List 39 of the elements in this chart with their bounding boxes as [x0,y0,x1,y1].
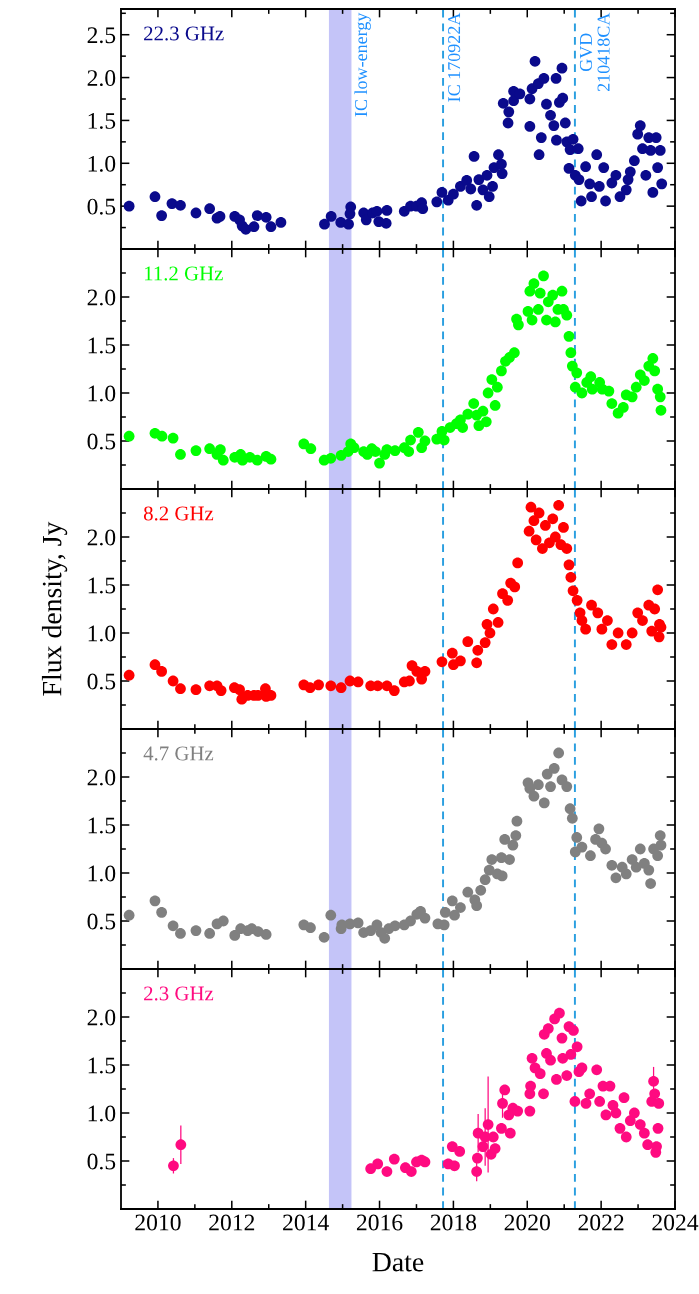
y-tick-label: 2.0 [87,289,116,306]
text: 4.7 GHz [143,746,214,761]
y-tick-label: 1.5 [88,337,116,354]
y-tick-label: 1.0 [88,385,116,402]
text: 11.2 GHz [144,266,223,281]
y-tick-label: 2.0 [87,1009,116,1026]
x-axis-title: Date [372,1253,424,1272]
y-tick-label: 2.0 [87,769,116,786]
band-label: IC low-energy [354,12,371,117]
y-tick-label: 1.0 [88,865,116,882]
text: 8.2 GHz [143,506,214,521]
y-axis-title: Flux density, Jy [41,521,68,696]
y-tick-label: 1.5 [88,1057,116,1074]
y-tick-label: 1.0 [88,625,116,642]
x-tick-label: 2014 [283,1214,329,1231]
y-tick-label: 2.0 [87,529,116,546]
y-tick-label: 1.0 [88,1105,116,1122]
y-tick-label: 0.5 [87,913,116,930]
y-tick-label: 2.5 [87,27,116,44]
y-tick-label: 0.5 [87,198,116,215]
x-tick-label: 2022 [578,1214,624,1231]
text: 2.3 GHz [144,986,214,1001]
text: 22.3 GHz [144,26,224,41]
ref-line-label: GVD 210418CA [579,12,610,92]
y-tick-label: 1.5 [88,113,116,129]
x-tick-label: 2024 [652,1214,699,1231]
x-tick-label: 2018 [430,1214,477,1231]
y-tick-label: 2.0 [87,70,116,87]
x-tick-label: 2016 [356,1214,403,1231]
y-tick-label: 0.5 [87,1153,116,1170]
y-tick-label: 1.5 [88,577,116,594]
x-tick-label: 2012 [209,1214,255,1231]
y-tick-label: 1.5 [88,817,116,834]
y-tick-label: 0.5 [87,433,116,450]
y-tick-label: 0.5 [87,673,116,690]
y-tick-label: 1.0 [88,155,116,172]
x-tick-label: 2010 [135,1214,181,1231]
ref-line-label: IC 170922A [448,12,461,102]
x-tick-label: 2020 [504,1214,550,1231]
